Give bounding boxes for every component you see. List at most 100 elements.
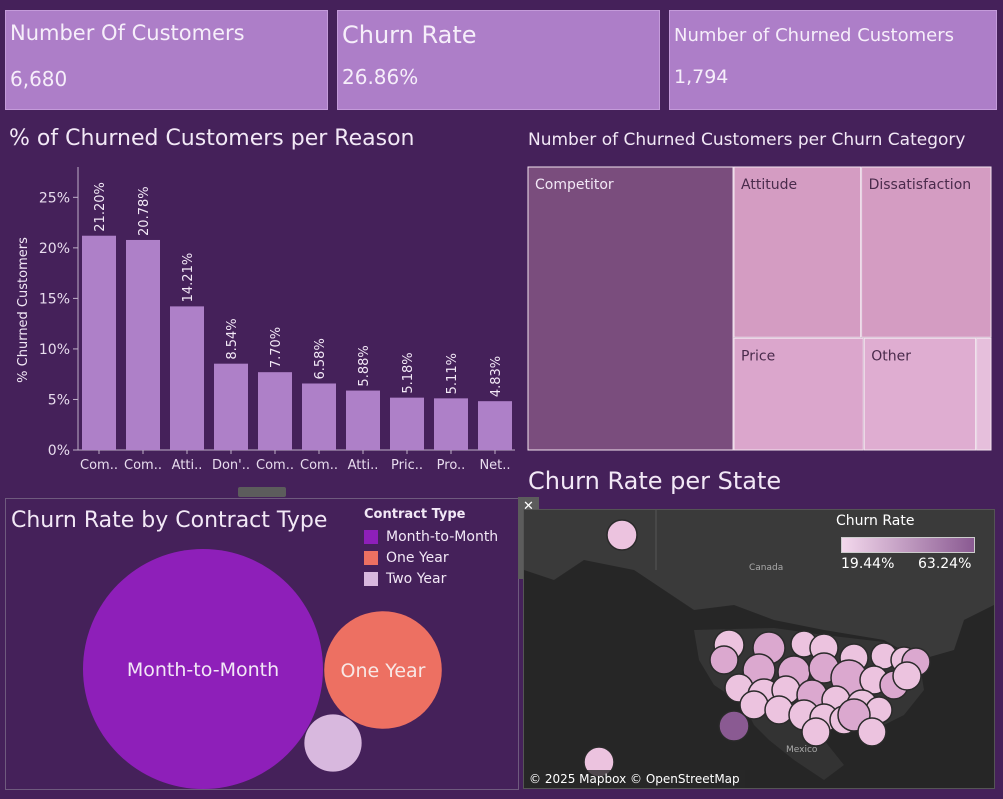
map-label-canada: Canada: [749, 563, 784, 573]
kpi-value: 6,680: [10, 67, 68, 91]
map-legend-max: 63.24%: [918, 556, 972, 572]
bubble-label: Month-to-Month: [127, 659, 279, 681]
bar-data-label: 5.88%: [357, 345, 372, 386]
legend-swatch: [364, 550, 378, 565]
resize-handle[interactable]: [238, 487, 286, 497]
land-mexico: [744, 705, 844, 780]
bubble-panel: [5, 498, 519, 790]
map-legend-min: 19.44%: [841, 556, 895, 572]
bar-data-label: 8.54%: [225, 318, 240, 359]
x-tick-label: Com..: [256, 458, 294, 473]
map-legend-title: Churn Rate: [836, 513, 915, 529]
treemap-label: Other: [871, 348, 911, 364]
legend-swatch: [364, 529, 378, 544]
treemap-cell: [861, 166, 992, 338]
x-tick-label: Don'..: [212, 458, 250, 473]
state-churn-map[interactable]: Churn Rate 19.44% 63.24% Canada Mexico ©…: [523, 509, 995, 789]
contract-legend: Contract Type Month-to-Month One Year Tw…: [364, 507, 498, 589]
kpi-value: 1,794: [674, 66, 729, 88]
bubble-chart: Month-to-Month One Year: [83, 549, 442, 789]
legend-label: Two Year: [386, 570, 447, 587]
x-tick-label: Atti..: [348, 458, 379, 473]
x-tick-label: Com..: [300, 458, 338, 473]
bar: [214, 363, 248, 450]
bubble-label: One Year: [341, 660, 426, 682]
treemap-label: Dissatisfaction: [869, 177, 972, 193]
close-icon[interactable]: ✕: [523, 499, 534, 514]
treemap-label: Competitor: [535, 177, 614, 193]
bar-data-label: 6.58%: [313, 338, 328, 379]
y-tick-label: 5%: [48, 392, 70, 408]
kpi-label: Number Of Customers: [10, 21, 245, 45]
treemap-cell: [527, 166, 734, 451]
bubble: [304, 714, 362, 772]
y-tick-label: 0%: [48, 443, 70, 459]
kpi-label: Churn Rate: [342, 21, 477, 49]
state-marker: [606, 519, 638, 551]
bar: [170, 306, 204, 450]
x-tick-label: Com..: [124, 458, 162, 473]
map-canvas: [524, 510, 994, 788]
map-label-mexico: Mexico: [786, 745, 818, 755]
bar-chart: 0% 5% 10% 15% 20% 25% % Churned Customers 21.20…: [16, 167, 515, 473]
kpi-card-customers: Number Of Customers 6,680: [5, 10, 328, 110]
state-marker: [892, 661, 922, 691]
legend-item-month-to-month[interactable]: Month-to-Month: [364, 526, 498, 547]
legend-label: One Year: [386, 549, 449, 566]
legend-title: Contract Type: [364, 507, 466, 522]
bubble: [324, 611, 442, 729]
state-marker: [857, 717, 887, 747]
bar: [390, 397, 424, 450]
kpi-card-churned: Number of Churned Customers 1,794: [669, 10, 997, 110]
bar: [302, 383, 336, 450]
treemap-title: Number of Churned Customers per Churn Ca…: [528, 130, 966, 150]
kpi-value: 26.86%: [342, 65, 419, 89]
treemap-cell: [733, 337, 864, 451]
x-tick-label: Com..: [80, 458, 118, 473]
y-tick-label: 15%: [39, 291, 70, 307]
bubble-chart-title: Churn Rate by Contract Type: [11, 508, 328, 533]
bar: [478, 401, 512, 450]
x-tick-label: Net..: [479, 458, 510, 473]
x-tick-label: Atti..: [172, 458, 203, 473]
treemap-label: Attitude: [741, 177, 797, 193]
treemap-cell: [733, 166, 862, 338]
bar: [434, 398, 468, 450]
y-axis-label: % Churned Customers: [16, 237, 31, 383]
y-tick-label: 20%: [39, 241, 70, 257]
bar-chart-title: % of Churned Customers per Reason: [9, 126, 415, 151]
bar-data-label: 5.11%: [445, 353, 460, 394]
bar-data-label: 21.20%: [93, 182, 108, 232]
state-marker: [801, 717, 831, 747]
bubble: [83, 549, 323, 789]
kpi-label: Number of Churned Customers: [674, 25, 955, 46]
bar: [82, 235, 116, 450]
bar: [258, 372, 292, 450]
map-legend-gradient: [841, 537, 975, 553]
legend-label: Month-to-Month: [386, 528, 499, 545]
x-tick-label: Pro..: [437, 458, 466, 473]
legend-item-two-year[interactable]: Two Year: [364, 568, 498, 589]
kpi-card-churn-rate: Churn Rate 26.86%: [337, 10, 660, 110]
y-tick-label: 10%: [39, 342, 70, 358]
state-marker: [739, 690, 769, 720]
state-marker: [709, 645, 739, 675]
treemap-label: Price: [741, 348, 775, 364]
bar-data-label: 4.83%: [489, 356, 504, 397]
bar-data-label: 5.18%: [401, 352, 416, 393]
map-title: Churn Rate per State: [528, 467, 782, 495]
legend-swatch: [364, 571, 378, 586]
legend-item-one-year[interactable]: One Year: [364, 547, 498, 568]
bar: [346, 390, 380, 450]
bar-data-label: 7.70%: [269, 327, 284, 368]
bar: [126, 239, 160, 450]
x-tick-label: Pric..: [391, 458, 423, 473]
state-marker: [718, 710, 750, 742]
treemap-cell: [863, 337, 977, 451]
treemap-cell: [976, 337, 992, 451]
treemap-chart: Competitor Attitude Dissatisfaction Price Ot…: [527, 166, 992, 451]
state-marker: [764, 695, 794, 725]
y-tick-label: 25%: [39, 190, 70, 206]
map-attribution[interactable]: © 2025 Mapbox © OpenStreetMap: [524, 770, 745, 788]
bar-data-label: 20.78%: [137, 186, 152, 236]
